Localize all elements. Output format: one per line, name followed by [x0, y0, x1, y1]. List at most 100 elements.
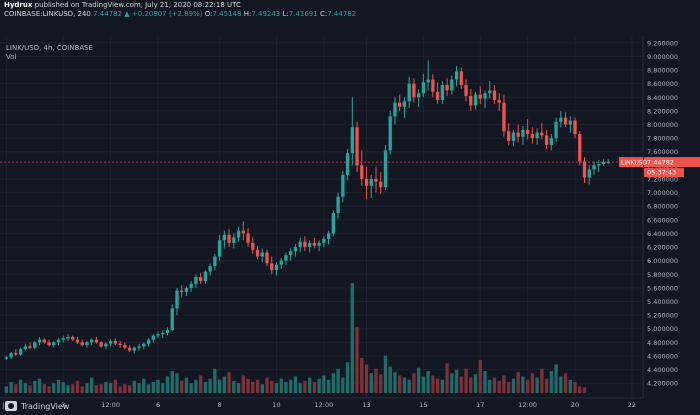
chart-header: Hydrux published on TradingView.com, Jul… [0, 0, 700, 32]
volume-bar [388, 366, 392, 393]
close-label: C: [319, 10, 328, 18]
volume-bar [28, 385, 32, 393]
candle-body [440, 85, 444, 100]
high-label: H: [243, 10, 252, 18]
candle-body [350, 127, 354, 154]
volume-bar [4, 386, 9, 393]
candle-body [127, 347, 132, 351]
volume-bar [312, 382, 317, 393]
candle-body [355, 127, 359, 166]
volume-bar [298, 383, 302, 393]
candle-body [459, 71, 463, 86]
volume-bar [52, 383, 56, 393]
volume-bar [416, 367, 421, 393]
volume-bar [379, 374, 383, 393]
publisher-name[interactable]: Hydrux [4, 1, 33, 9]
volume-bar [260, 384, 264, 393]
volume-bar [284, 382, 288, 393]
y-tick-label: 7.800000 [647, 135, 678, 143]
y-tick-label: 7.000000 [647, 189, 678, 197]
y-tick-label: 5.000000 [647, 325, 678, 333]
candle-body [104, 343, 108, 347]
x-tick-label: 12:00 [518, 401, 537, 409]
candle-body [9, 353, 13, 358]
candle-body [345, 153, 350, 175]
candle-body [255, 249, 260, 257]
y-tick-label: 4.400000 [647, 366, 678, 374]
x-tick-label: 3 [61, 401, 65, 409]
candle-body [284, 255, 288, 261]
candle-body [23, 346, 27, 350]
volume-bar [108, 383, 113, 393]
x-tick-label: 15 [419, 401, 427, 409]
candle-body [421, 82, 426, 94]
volume-bar [189, 383, 193, 393]
y-tick-label: 4.600000 [647, 352, 678, 360]
volume-bar [317, 378, 321, 393]
candle-body [431, 79, 435, 92]
brand-name: TradingView [21, 401, 70, 411]
candle-body [232, 237, 236, 243]
candle-body [47, 342, 51, 346]
published-text: published on TradingView.com, July 21, 2… [34, 1, 241, 9]
x-tick-label: 20 [571, 401, 579, 409]
candle-body [435, 91, 440, 100]
symbol-line: COINBASE:LINKUSD, 240 [4, 10, 91, 18]
candle-body [208, 266, 212, 272]
volume-bar [232, 380, 236, 393]
tradingview-brand[interactable]: TradingView [5, 401, 69, 411]
candle-body [317, 242, 321, 246]
volume-bar [236, 383, 241, 393]
candle-body [241, 230, 245, 234]
volume-bar [118, 386, 122, 393]
candle-body [203, 271, 208, 282]
y-tick-label: 8.000000 [647, 121, 678, 129]
volume-bar [369, 373, 373, 393]
candle-body [379, 181, 383, 188]
volume-bar [521, 376, 525, 393]
volume-bar [516, 372, 520, 393]
candle-body [549, 138, 553, 145]
candle-body [587, 169, 591, 178]
volume-bar [279, 378, 283, 393]
candle-body [473, 94, 478, 106]
volume-bar [488, 379, 492, 393]
volume-bar [407, 379, 411, 393]
volume-bar [412, 373, 416, 393]
volume-bar [464, 368, 468, 393]
candle-body [146, 339, 151, 344]
candle-body [360, 165, 364, 179]
volume-bar [170, 371, 174, 393]
volume-legend: Vol [6, 53, 17, 61]
volume-bar [530, 373, 535, 393]
volume-bar [350, 283, 354, 393]
volume-bar [374, 368, 378, 393]
volume-bar [582, 387, 587, 393]
candle-body [502, 102, 506, 132]
candle-body [563, 117, 568, 125]
candle-body [156, 334, 160, 336]
volume-bar [246, 378, 250, 393]
candle-body [597, 163, 601, 166]
open-label: O: [204, 10, 213, 18]
y-tick-label: 4.800000 [647, 339, 678, 347]
volume-bar [47, 386, 51, 393]
symbol-tag-bg [619, 157, 643, 168]
volume-bar [104, 382, 108, 393]
candle-body [175, 290, 179, 309]
candle-body [123, 345, 127, 348]
candle-body [274, 264, 279, 271]
volume-bar [568, 379, 572, 393]
candle-body [511, 132, 516, 141]
candle-body [322, 238, 326, 243]
volume-bar [90, 377, 94, 393]
volume-bar [241, 375, 245, 393]
candle-body [530, 134, 535, 139]
y-tick-label: 7.600000 [647, 148, 678, 156]
candle-body [227, 234, 231, 243]
candle-body [398, 102, 402, 107]
volume-bar [345, 362, 350, 393]
x-tick-label: 12:00 [101, 401, 120, 409]
y-tick-label: 6.800000 [647, 203, 678, 211]
